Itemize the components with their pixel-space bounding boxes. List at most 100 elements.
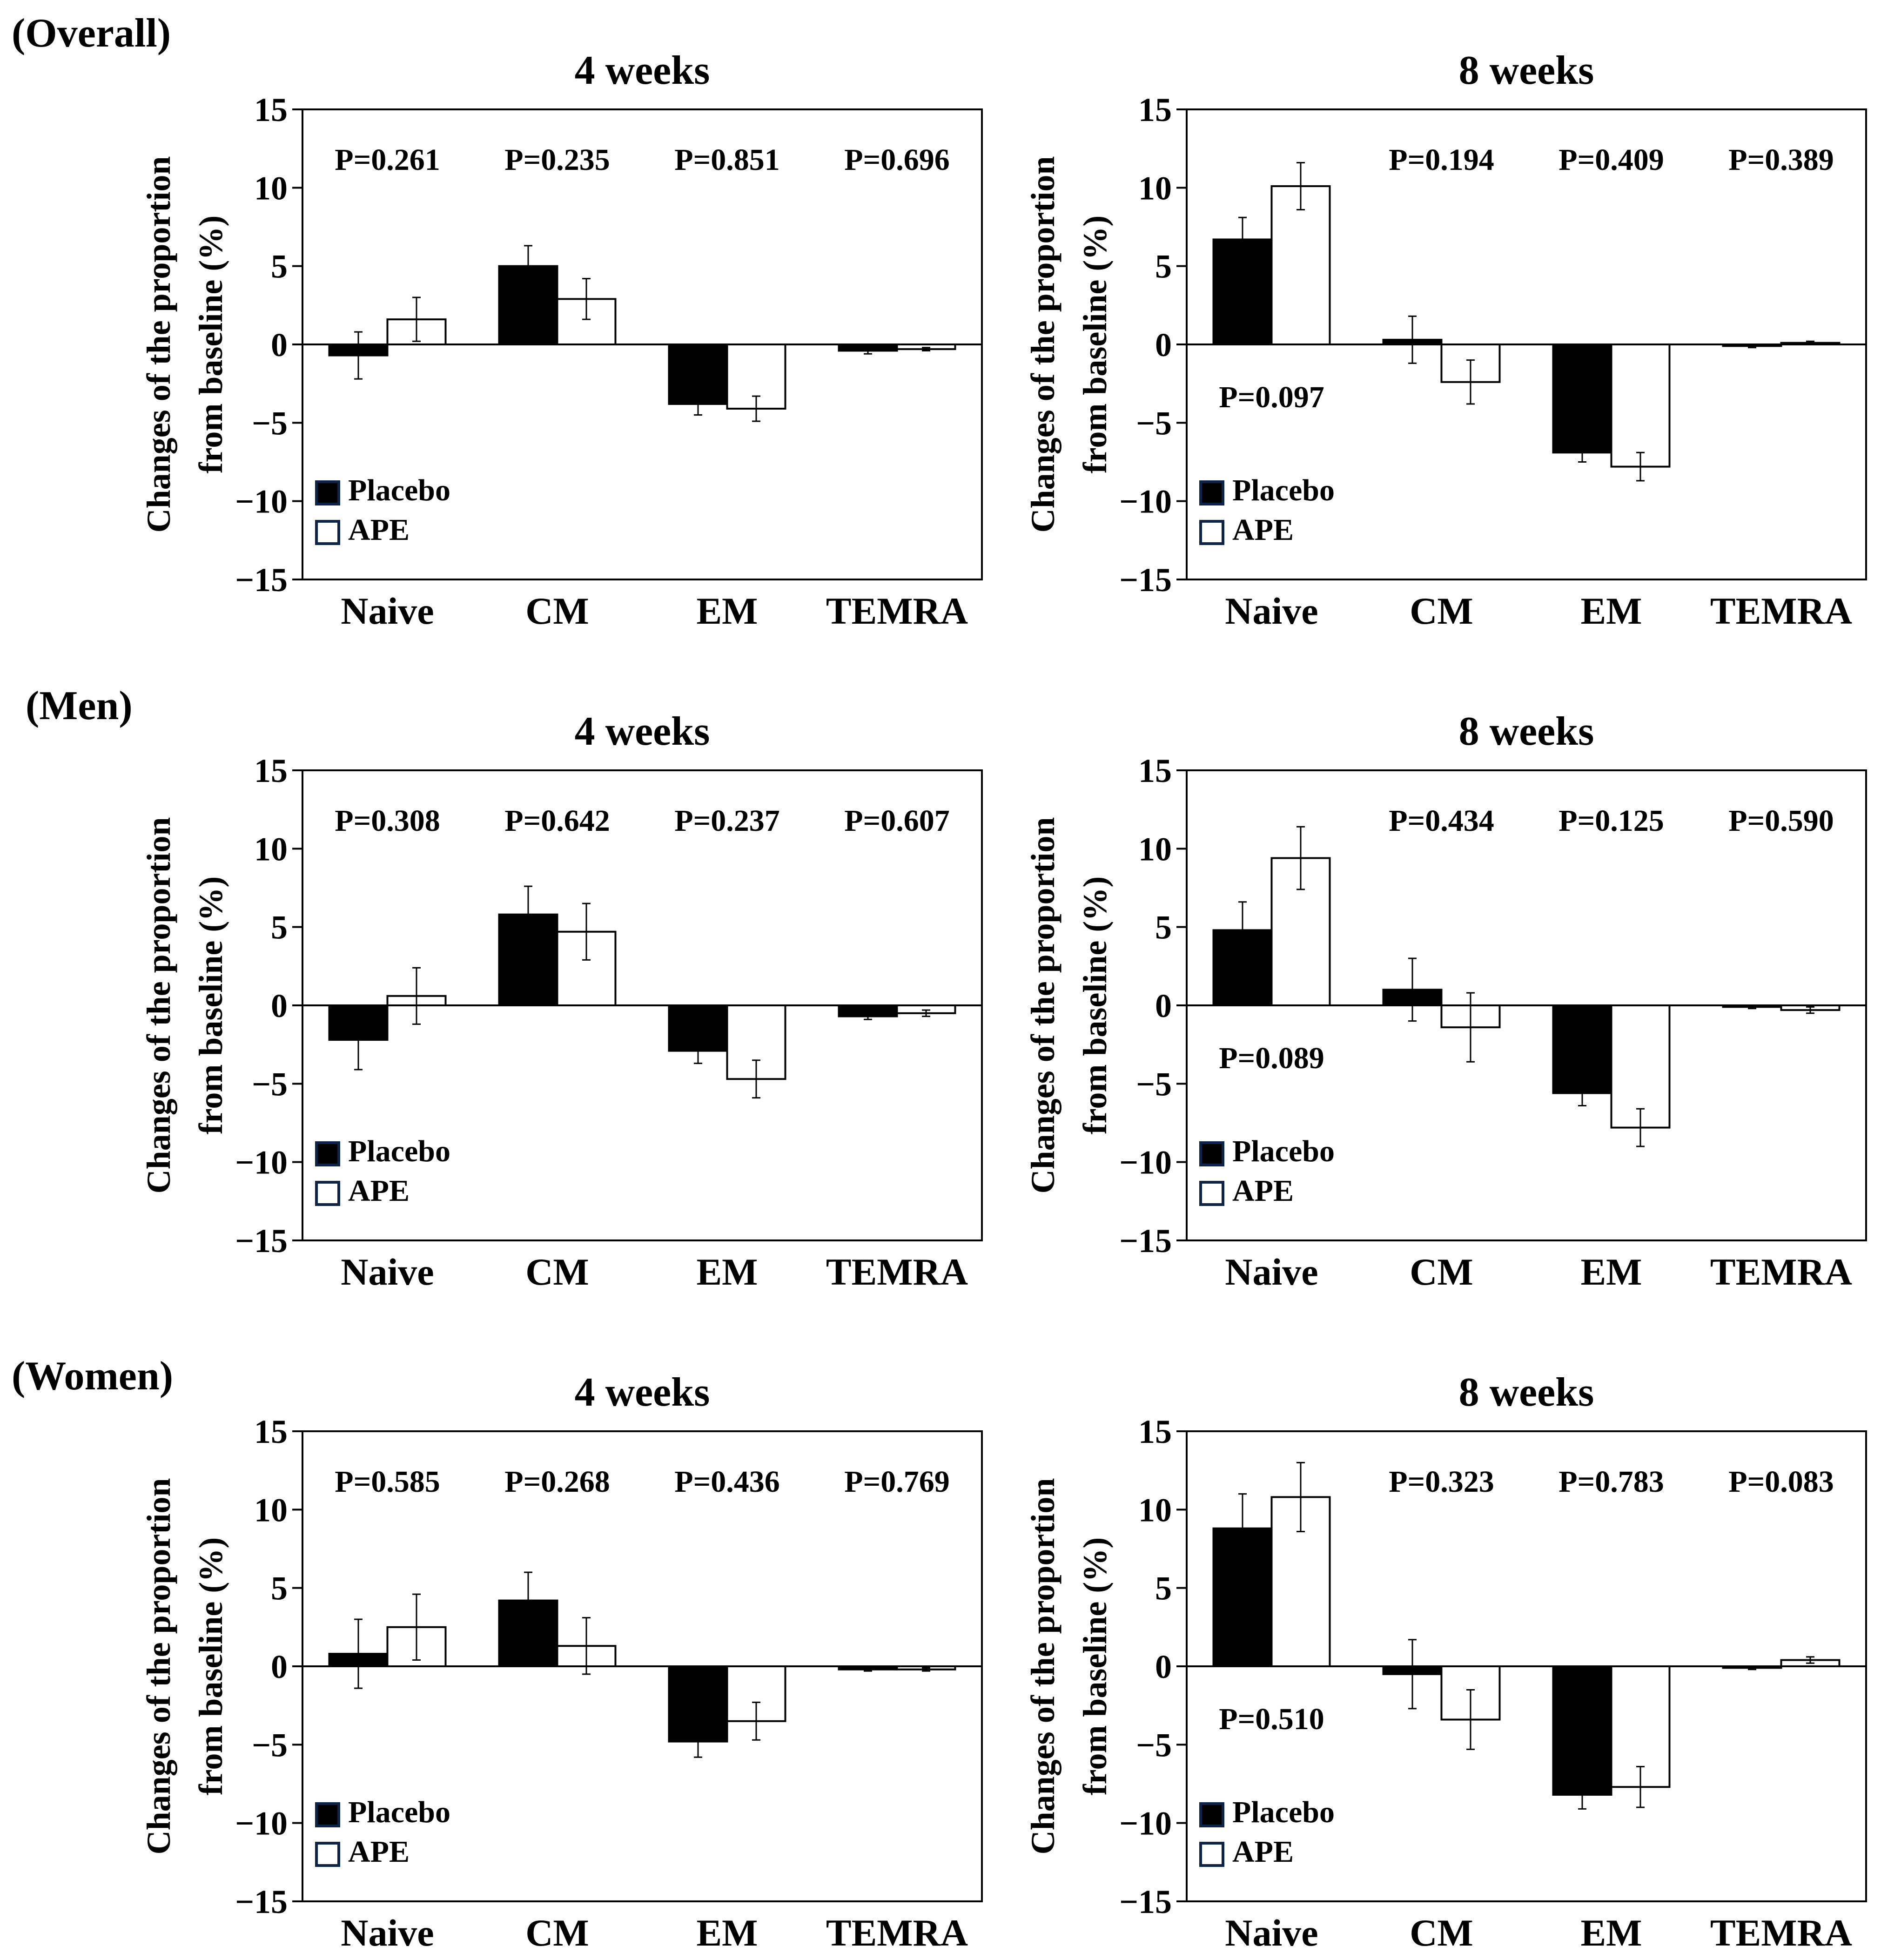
bar-placebo [1552, 344, 1612, 454]
y-tick-label: −10 [1119, 1144, 1172, 1181]
p-value-label: P=0.194 [1389, 143, 1494, 177]
legend-swatch-placebo [1199, 1802, 1224, 1827]
y-axis-label-line: Changes of the proportion [1024, 1478, 1061, 1855]
y-tick-label: −5 [252, 1065, 288, 1103]
y-tick-label: 15 [254, 1413, 288, 1450]
y-tick-label: −15 [1119, 1883, 1172, 1920]
x-category-label: EM [1580, 1251, 1642, 1293]
y-axis-label: Changes of the proportion from baseline (… [1024, 156, 1114, 533]
y-tick-label: −15 [235, 561, 288, 599]
legend-swatch-ape [315, 1842, 340, 1867]
bar-placebo [1552, 1665, 1612, 1796]
y-tick-label: −5 [1136, 1065, 1172, 1103]
x-category-label: Naive [1225, 1251, 1318, 1293]
y-axis-label-line: Changes of the proportion [140, 156, 177, 533]
y-axis-label-line: Changes of the proportion [140, 1478, 177, 1855]
y-tick-label: −10 [235, 483, 288, 520]
legend-swatch-placebo [315, 1802, 340, 1827]
y-tick-label: 10 [254, 169, 288, 207]
y-tick-label: −15 [1119, 561, 1172, 599]
x-category-label: Naive [341, 1912, 434, 1954]
panel-title: 8 weeks [1459, 1370, 1594, 1415]
legend-swatch-ape [315, 520, 340, 545]
x-category-label: TEMRA [826, 1912, 968, 1954]
y-axis-label-line: from baseline (%) [192, 876, 229, 1135]
y-axis-label-line: from baseline (%) [1076, 876, 1114, 1135]
p-value-label: P=0.585 [335, 1465, 440, 1499]
y-axis-label: Changes of the proportion from baseline (… [1024, 817, 1114, 1194]
x-category-label: CM [525, 590, 589, 632]
y-tick-label: −5 [1136, 404, 1172, 442]
y-axis-label-line: Changes of the proportion [1024, 817, 1061, 1194]
y-tick-label: 10 [1138, 169, 1172, 207]
p-value-label: P=0.089 [1219, 1041, 1324, 1075]
y-tick-label: 0 [1155, 1648, 1172, 1685]
y-tick-label: −10 [1119, 1805, 1172, 1842]
bar-ape [1270, 185, 1331, 345]
y-tick-label: 10 [254, 830, 288, 868]
legend-swatch-ape [1199, 1181, 1224, 1206]
y-tick-label: −15 [235, 1883, 288, 1920]
y-tick-label: 0 [271, 987, 288, 1024]
p-value-label: P=0.409 [1559, 143, 1664, 177]
y-tick-label: 0 [271, 1648, 288, 1685]
bar-ape [1610, 344, 1671, 468]
legend-label-ape: APE [1232, 1174, 1294, 1208]
y-tick-label: −10 [235, 1144, 288, 1181]
x-category-label: CM [525, 1912, 589, 1954]
x-category-label: TEMRA [826, 590, 968, 632]
legend-label-ape: APE [1232, 513, 1294, 547]
y-axis-label: Changes of the proportion from baseline (… [1024, 1478, 1114, 1855]
x-category-label: CM [525, 1251, 589, 1293]
y-tick-label: 0 [271, 326, 288, 364]
legend-swatch-placebo [315, 480, 340, 505]
y-axis-label-line: from baseline (%) [192, 1537, 229, 1796]
p-value-label: P=0.237 [674, 804, 779, 838]
x-category-label: TEMRA [826, 1251, 968, 1293]
y-tick-label: −5 [1136, 1726, 1172, 1764]
p-value-label: P=0.097 [1219, 380, 1324, 414]
y-tick-label: 5 [1155, 1570, 1172, 1607]
legend-label-placebo: Placebo [1232, 1134, 1335, 1168]
y-axis-label: Changes of the proportion from baseline (… [140, 817, 229, 1194]
legend-label-placebo: Placebo [348, 1134, 450, 1168]
y-tick-label: 10 [254, 1491, 288, 1529]
y-tick-label: 15 [254, 91, 288, 128]
x-category-label: TEMRA [1710, 590, 1852, 632]
x-category-label: Naive [341, 590, 434, 632]
y-tick-label: −15 [235, 1222, 288, 1260]
legend-label-placebo: Placebo [1232, 473, 1335, 507]
y-tick-label: −10 [235, 1805, 288, 1842]
panel-title: 4 weeks [575, 1370, 710, 1415]
group-label: (Women) [12, 1354, 173, 1399]
y-axis-label-line: from baseline (%) [1076, 1537, 1114, 1796]
p-value-label: P=0.235 [504, 143, 610, 177]
legend-label-placebo: Placebo [348, 1795, 450, 1829]
y-tick-label: 15 [254, 752, 288, 789]
p-value-label: P=0.436 [674, 1465, 779, 1499]
p-value-label: P=0.261 [335, 143, 440, 177]
legend-swatch-ape [1199, 520, 1224, 545]
p-value-label: P=0.083 [1728, 1465, 1834, 1499]
group-label: (Men) [26, 683, 133, 728]
y-axis-label-line: Changes of the proportion [1024, 156, 1061, 533]
y-tick-label: 0 [1155, 987, 1172, 1024]
y-axis-label-line: from baseline (%) [1076, 216, 1114, 474]
legend-swatch-placebo [1199, 1141, 1224, 1166]
y-tick-label: 15 [1138, 752, 1172, 789]
y-tick-label: −10 [1119, 483, 1172, 520]
bar-placebo [1552, 1004, 1612, 1094]
y-tick-label: 5 [1155, 909, 1172, 946]
y-axis-label: Changes of the proportion from baseline (… [140, 1478, 229, 1855]
p-value-label: P=0.510 [1219, 1702, 1324, 1736]
y-tick-label: 15 [1138, 1413, 1172, 1450]
p-value-label: P=0.434 [1389, 804, 1494, 838]
x-category-label: CM [1410, 590, 1473, 632]
legend-label-ape: APE [348, 1835, 410, 1869]
legend-swatch-placebo [315, 1141, 340, 1166]
group-label: (Overall) [12, 11, 171, 56]
